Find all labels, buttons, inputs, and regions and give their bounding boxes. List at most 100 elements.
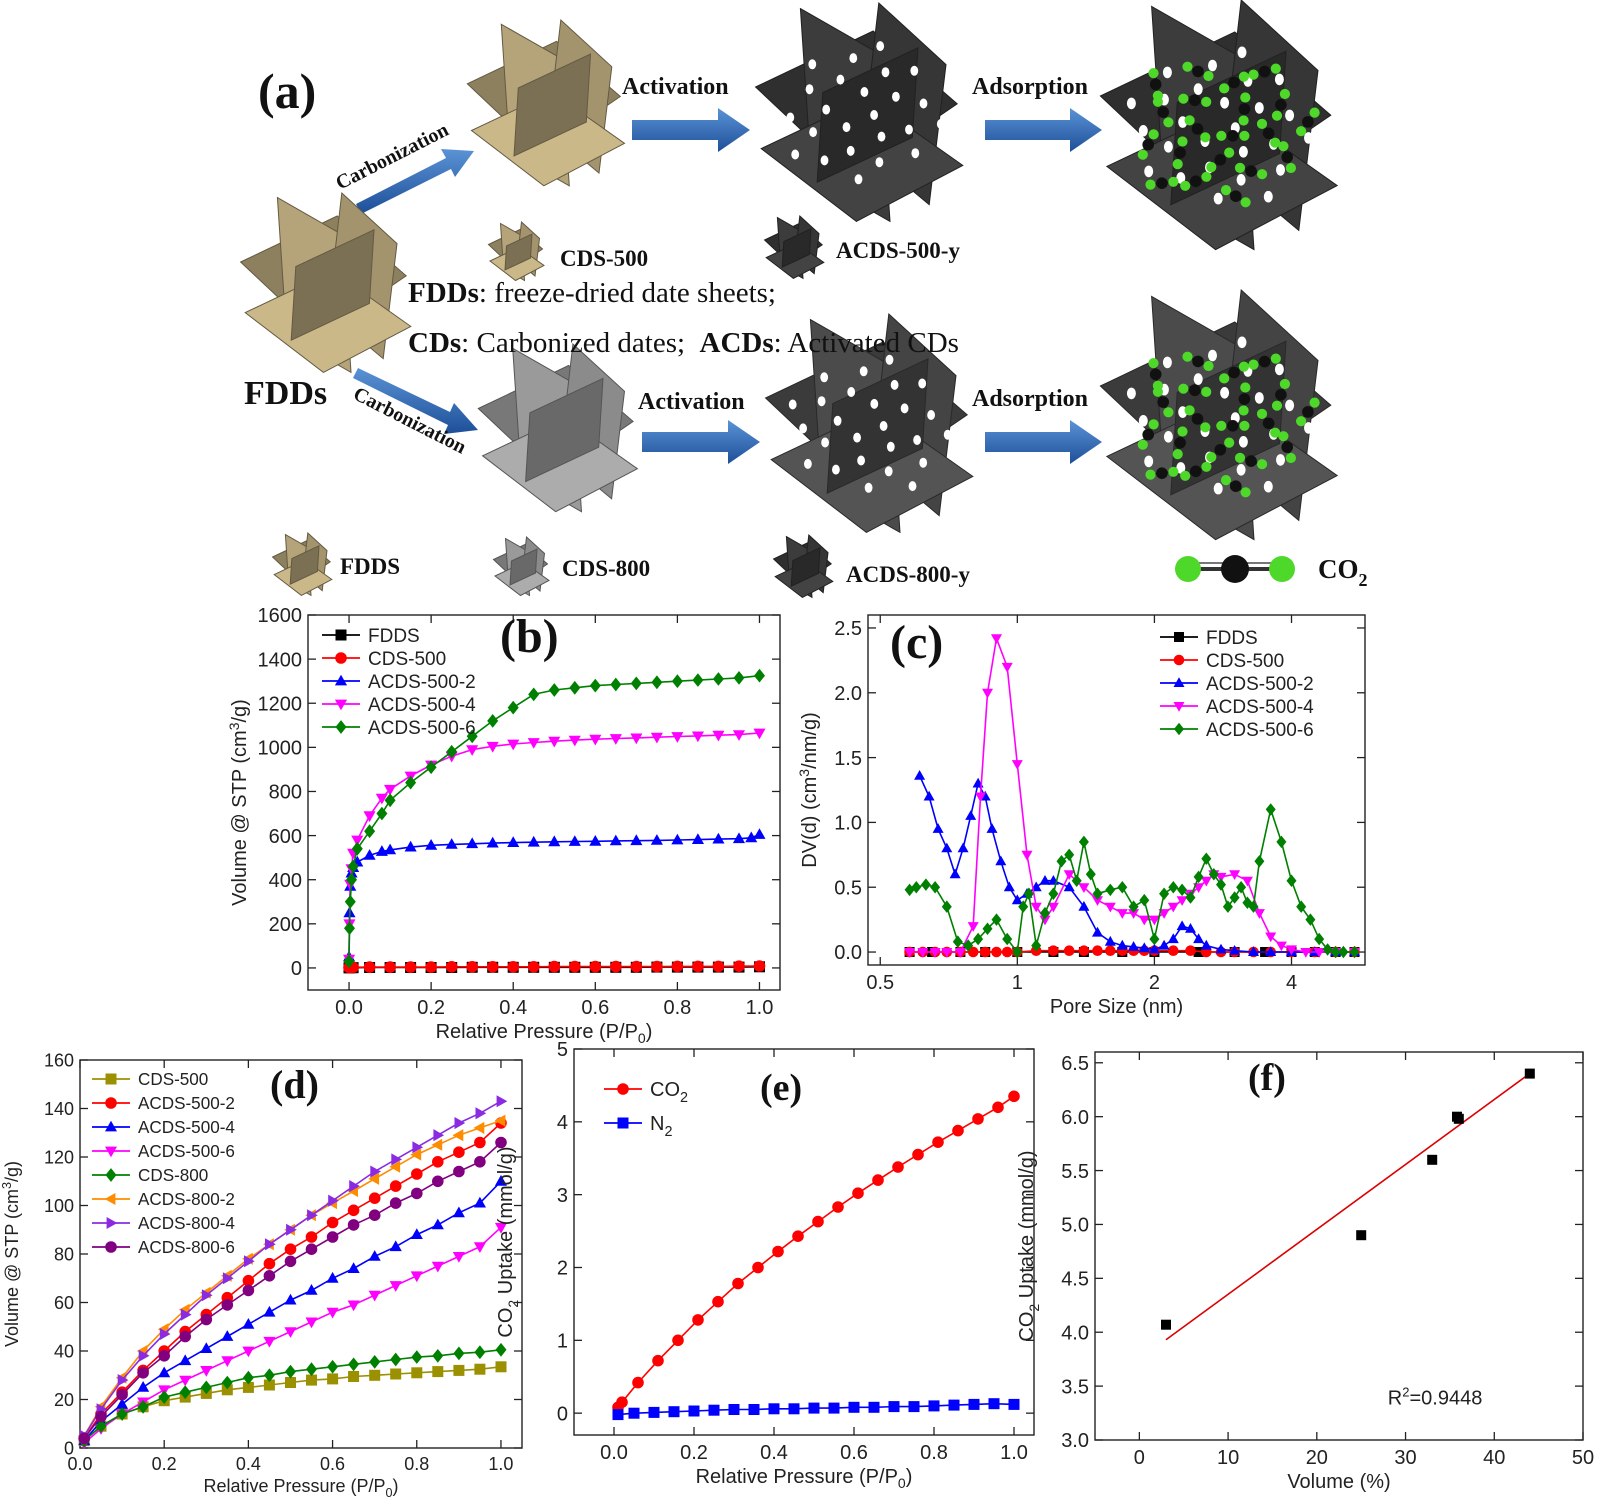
data-point (405, 775, 417, 790)
y-tick-label: 1600 (258, 605, 303, 627)
data-point (431, 1261, 444, 1273)
data-point (917, 948, 929, 958)
data-point (453, 1364, 465, 1376)
pore-hole (905, 124, 913, 135)
data-point (1185, 945, 1196, 956)
data-point (954, 948, 966, 958)
data-point (923, 790, 935, 801)
data-point (1208, 868, 1219, 881)
data-point (368, 1172, 380, 1185)
data-point (589, 835, 602, 846)
y-tick-label: 1200 (258, 693, 303, 715)
adsorbed-co2-molecule (1234, 452, 1268, 470)
legend-marker (335, 720, 347, 734)
panel-label-b: (b) (500, 610, 559, 663)
panel-label-a: (a) (258, 63, 316, 119)
adsorbed-co2-molecule (1172, 136, 1188, 170)
pore-hole (836, 74, 845, 85)
structure-sheet (826, 357, 929, 495)
data-point (1524, 1068, 1535, 1079)
data-point (487, 714, 499, 728)
data-point (473, 1121, 485, 1134)
data-point (159, 1328, 171, 1341)
data-point (748, 1404, 760, 1415)
data-point (930, 881, 941, 894)
x-axis-label-text: ) (906, 1466, 913, 1488)
y-tick-label: 60 (54, 1293, 74, 1313)
adsorbed-co2-molecule (1296, 107, 1320, 137)
data-point (347, 1262, 360, 1273)
data-point (474, 1156, 486, 1168)
data-point (1229, 870, 1241, 880)
data-point (349, 1180, 360, 1193)
adsorbed-800-structure-illustration (1099, 288, 1339, 541)
adsorbed-co2-molecule (1178, 383, 1212, 397)
legend-entry: CDS-500 (368, 649, 446, 670)
data-point (117, 1374, 129, 1387)
y-tick-label: 2.5 (834, 618, 862, 640)
data-point (431, 1218, 444, 1230)
legend-entry: FDDS (1206, 628, 1258, 649)
series-co2 (612, 1090, 1020, 1414)
data-point (432, 1366, 444, 1378)
oxygen-atom (1148, 419, 1159, 430)
caption-cds-term: CDs (408, 327, 461, 359)
adsorbed-co2-molecule (1172, 426, 1188, 460)
oxygen-atom (1248, 359, 1259, 370)
data-point (754, 668, 765, 683)
data-point (691, 833, 704, 844)
adsorbed-co2-molecule (1248, 63, 1281, 80)
pore-hole (1274, 363, 1284, 376)
carbon-atom (1238, 103, 1251, 115)
carbon-atom (1192, 355, 1204, 368)
oxygen-atom (1240, 92, 1251, 103)
legend-entry: ACDS-500-6 (138, 1142, 235, 1161)
legend-entry: ACDS-500-2 (368, 672, 476, 693)
data-point (1116, 909, 1128, 919)
oxygen-atom (1309, 397, 1320, 408)
data-point (548, 960, 561, 973)
data-point (568, 835, 581, 846)
y-tick-label: 3 (557, 1185, 568, 1207)
data-point (941, 948, 953, 958)
pore-hole (847, 387, 856, 397)
data-point (1128, 941, 1140, 951)
data-point (914, 770, 926, 780)
structure-sheet (790, 546, 821, 588)
pore-hole (822, 104, 831, 115)
data-point (384, 961, 396, 973)
y-axis-label: CO2 Uptake (mmol/g) (1016, 1150, 1042, 1341)
x-axis-label-text: Relative Pressure (P/P (696, 1466, 898, 1488)
y-tick-label: 120 (44, 1147, 74, 1167)
activation-label-bottom: Activation (638, 389, 745, 415)
oxygen-atom (1257, 169, 1268, 180)
data-point (389, 1180, 402, 1192)
adsorbed-co2-molecule (1220, 185, 1251, 208)
data-point (179, 1354, 192, 1366)
data-point (1322, 943, 1333, 956)
data-point (848, 1401, 860, 1413)
legend-marker (335, 629, 347, 641)
data-point (912, 1148, 924, 1161)
data-point (967, 922, 979, 932)
fdds-legend-label: FDDS (340, 554, 400, 579)
oxygen-atom (1206, 162, 1217, 173)
data-point (1229, 891, 1240, 904)
data-point (965, 810, 977, 820)
series-line (909, 806, 1355, 954)
data-point (116, 1398, 129, 1409)
series-line (83, 1349, 502, 1442)
plot-frame (573, 1048, 1035, 1436)
pore-hole (1263, 190, 1273, 203)
y-axis-label-superscript: 3 (796, 769, 812, 777)
cds-500-structure-illustration (466, 18, 626, 187)
data-point (589, 734, 602, 746)
data-point (1158, 909, 1170, 919)
data-point (384, 793, 396, 808)
data-point (453, 1346, 465, 1361)
oxygen-atom (1224, 147, 1235, 158)
data-point (404, 840, 417, 852)
pore-hole (885, 354, 894, 365)
carbon-atom (1191, 123, 1204, 135)
oxygen-atom (1182, 351, 1193, 362)
